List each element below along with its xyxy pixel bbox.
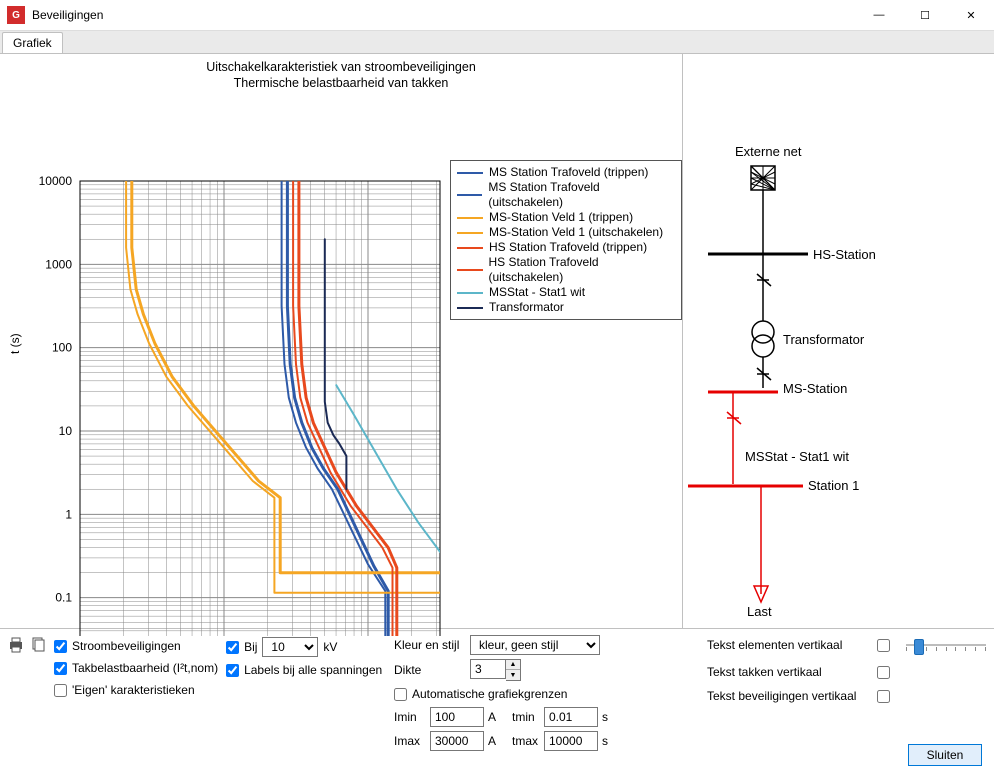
legend-swatch [457, 194, 482, 196]
cb-bij[interactable]: Bij [226, 640, 257, 654]
imax-unit: A [488, 734, 500, 748]
diagram-pane: Externe net HS-Station Transformator MS-… [683, 54, 994, 628]
chart-legend: MS Station Trafoveld (trippen)MS Station… [450, 160, 682, 320]
tmax-input[interactable] [544, 731, 598, 751]
legend-item: MS Station Trafoveld (uitschakelen) [457, 180, 673, 210]
tabstrip: Grafiek [0, 31, 994, 53]
cb-stroombeveiligingen[interactable]: Stroombeveiligingen [54, 639, 218, 653]
tmin-label: tmin [512, 710, 540, 724]
diagram-label-ms-station: MS-Station [783, 381, 847, 396]
cb-tekst-bev[interactable] [877, 690, 890, 703]
imin-input[interactable] [430, 707, 484, 727]
select-kleurstijl[interactable]: kleur, geen stijl [470, 635, 600, 655]
legend-item: MS-Station Veld 1 (trippen) [457, 210, 673, 225]
close-dialog-button[interactable]: Sluiten [908, 744, 982, 766]
imax-label: Imax [394, 734, 426, 748]
legend-item: MS Station Trafoveld (trippen) [457, 165, 673, 180]
imin-unit: A [488, 710, 500, 724]
tmax-unit: s [602, 734, 608, 748]
chart-ylabel: t (s) [8, 333, 22, 354]
dikte-label: Dikte [394, 663, 464, 677]
tekst-elem-label: Tekst elementen vertikaal [707, 638, 867, 652]
legend-label: MS Station Trafoveld (uitschakelen) [488, 180, 673, 210]
dikte-spinner[interactable]: ▲▼ [470, 659, 521, 681]
legend-swatch [457, 247, 483, 249]
tekst-tak-label: Tekst takken vertikaal [707, 665, 867, 679]
zoom-slider[interactable] [906, 635, 986, 655]
dikte-down[interactable]: ▼ [506, 670, 520, 680]
tekst-bev-label: Tekst beveiligingen vertikaal [707, 689, 867, 703]
tmin-input[interactable] [544, 707, 598, 727]
cb-takbelastbaarheid-label: Takbelastbaarheid (I²t,nom) [72, 661, 218, 675]
diagram-label-externe-net: Externe net [735, 144, 802, 159]
tab-grafiek[interactable]: Grafiek [2, 32, 63, 53]
svg-text:1000: 1000 [45, 258, 72, 272]
diagram-label-transformator: Transformator [783, 332, 864, 347]
kleurstijl-label: Kleur en stijl [394, 638, 464, 652]
legend-label: MS-Station Veld 1 (trippen) [489, 210, 633, 225]
legend-swatch [457, 307, 483, 309]
bij-unit: kV [323, 640, 337, 654]
legend-item: MSStat - Stat1 wit [457, 285, 673, 300]
legend-item: HS Station Trafoveld (trippen) [457, 240, 673, 255]
copy-icon[interactable] [30, 637, 46, 770]
svg-text:10: 10 [59, 424, 73, 438]
cb-tekst-tak[interactable] [877, 666, 890, 679]
svg-text:100: 100 [52, 341, 72, 355]
legend-item: HS Station Trafoveld (uitschakelen) [457, 255, 673, 285]
legend-swatch [457, 232, 483, 234]
svg-text:0.1: 0.1 [55, 591, 72, 605]
legend-label: MS-Station Veld 1 (uitschakelen) [489, 225, 663, 240]
minimize-button[interactable]: — [856, 0, 902, 30]
cb-labels-alle-label: Labels bij alle spanningen [244, 663, 382, 677]
cb-labels-alle[interactable]: Labels bij alle spanningen [226, 663, 386, 677]
tmin-unit: s [602, 710, 608, 724]
svg-text:1: 1 [65, 508, 72, 522]
print-icon[interactable] [8, 637, 24, 770]
chart-title-line2: Thermische belastbaarheid van takken [234, 76, 449, 90]
diagram-label-hs-station: HS-Station [813, 247, 876, 262]
diagram-label-last: Last [747, 604, 772, 619]
dikte-input[interactable] [470, 659, 506, 679]
legend-label: HS Station Trafoveld (uitschakelen) [489, 255, 674, 285]
diagram-label-msstat: MSStat - Stat1 wit [745, 449, 849, 464]
cb-eigen-label: 'Eigen' karakteristieken [72, 683, 195, 697]
cb-bij-label: Bij [244, 640, 257, 654]
bottom-panel: Stroombeveiligingen Takbelastbaarheid (I… [0, 628, 994, 770]
select-bij-kv[interactable]: 10 [262, 637, 318, 657]
maximize-button[interactable]: ☐ [902, 0, 948, 30]
legend-item: MS-Station Veld 1 (uitschakelen) [457, 225, 673, 240]
legend-label: MS Station Trafoveld (trippen) [489, 165, 648, 180]
legend-swatch [457, 217, 483, 219]
legend-label: Transformator [489, 300, 564, 315]
cb-auto-grenzen[interactable]: Automatische grafiekgrenzen [394, 687, 659, 701]
legend-item: Transformator [457, 300, 673, 315]
app-icon: G [7, 6, 25, 24]
imin-label: Imin [394, 710, 426, 724]
chart-title-line1: Uitschakelkarakteristiek van stroombevei… [206, 60, 476, 74]
cb-eigen[interactable]: 'Eigen' karakteristieken [54, 683, 218, 697]
legend-label: HS Station Trafoveld (trippen) [489, 240, 647, 255]
legend-swatch [457, 172, 483, 174]
imax-input[interactable] [430, 731, 484, 751]
legend-swatch [457, 292, 483, 294]
titlebar: G Beveiligingen — ☐ ✕ [0, 0, 994, 31]
cb-stroombeveiligingen-label: Stroombeveiligingen [72, 639, 181, 653]
legend-label: MSStat - Stat1 wit [489, 285, 585, 300]
close-button[interactable]: ✕ [948, 0, 994, 30]
cb-takbelastbaarheid[interactable]: Takbelastbaarheid (I²t,nom) [54, 661, 218, 675]
legend-swatch [457, 269, 483, 271]
diagram-label-station1: Station 1 [808, 478, 859, 493]
window-title: Beveiligingen [32, 8, 856, 22]
tmax-label: tmax [512, 734, 540, 748]
dikte-up[interactable]: ▲ [506, 660, 520, 670]
chart-pane: Uitschakelkarakteristiek van stroombevei… [0, 54, 683, 628]
chart-title: Uitschakelkarakteristiek van stroombevei… [0, 54, 682, 91]
svg-text:10000: 10000 [39, 174, 73, 188]
cb-auto-grenzen-label: Automatische grafiekgrenzen [412, 687, 567, 701]
cb-tekst-elem[interactable] [877, 639, 890, 652]
